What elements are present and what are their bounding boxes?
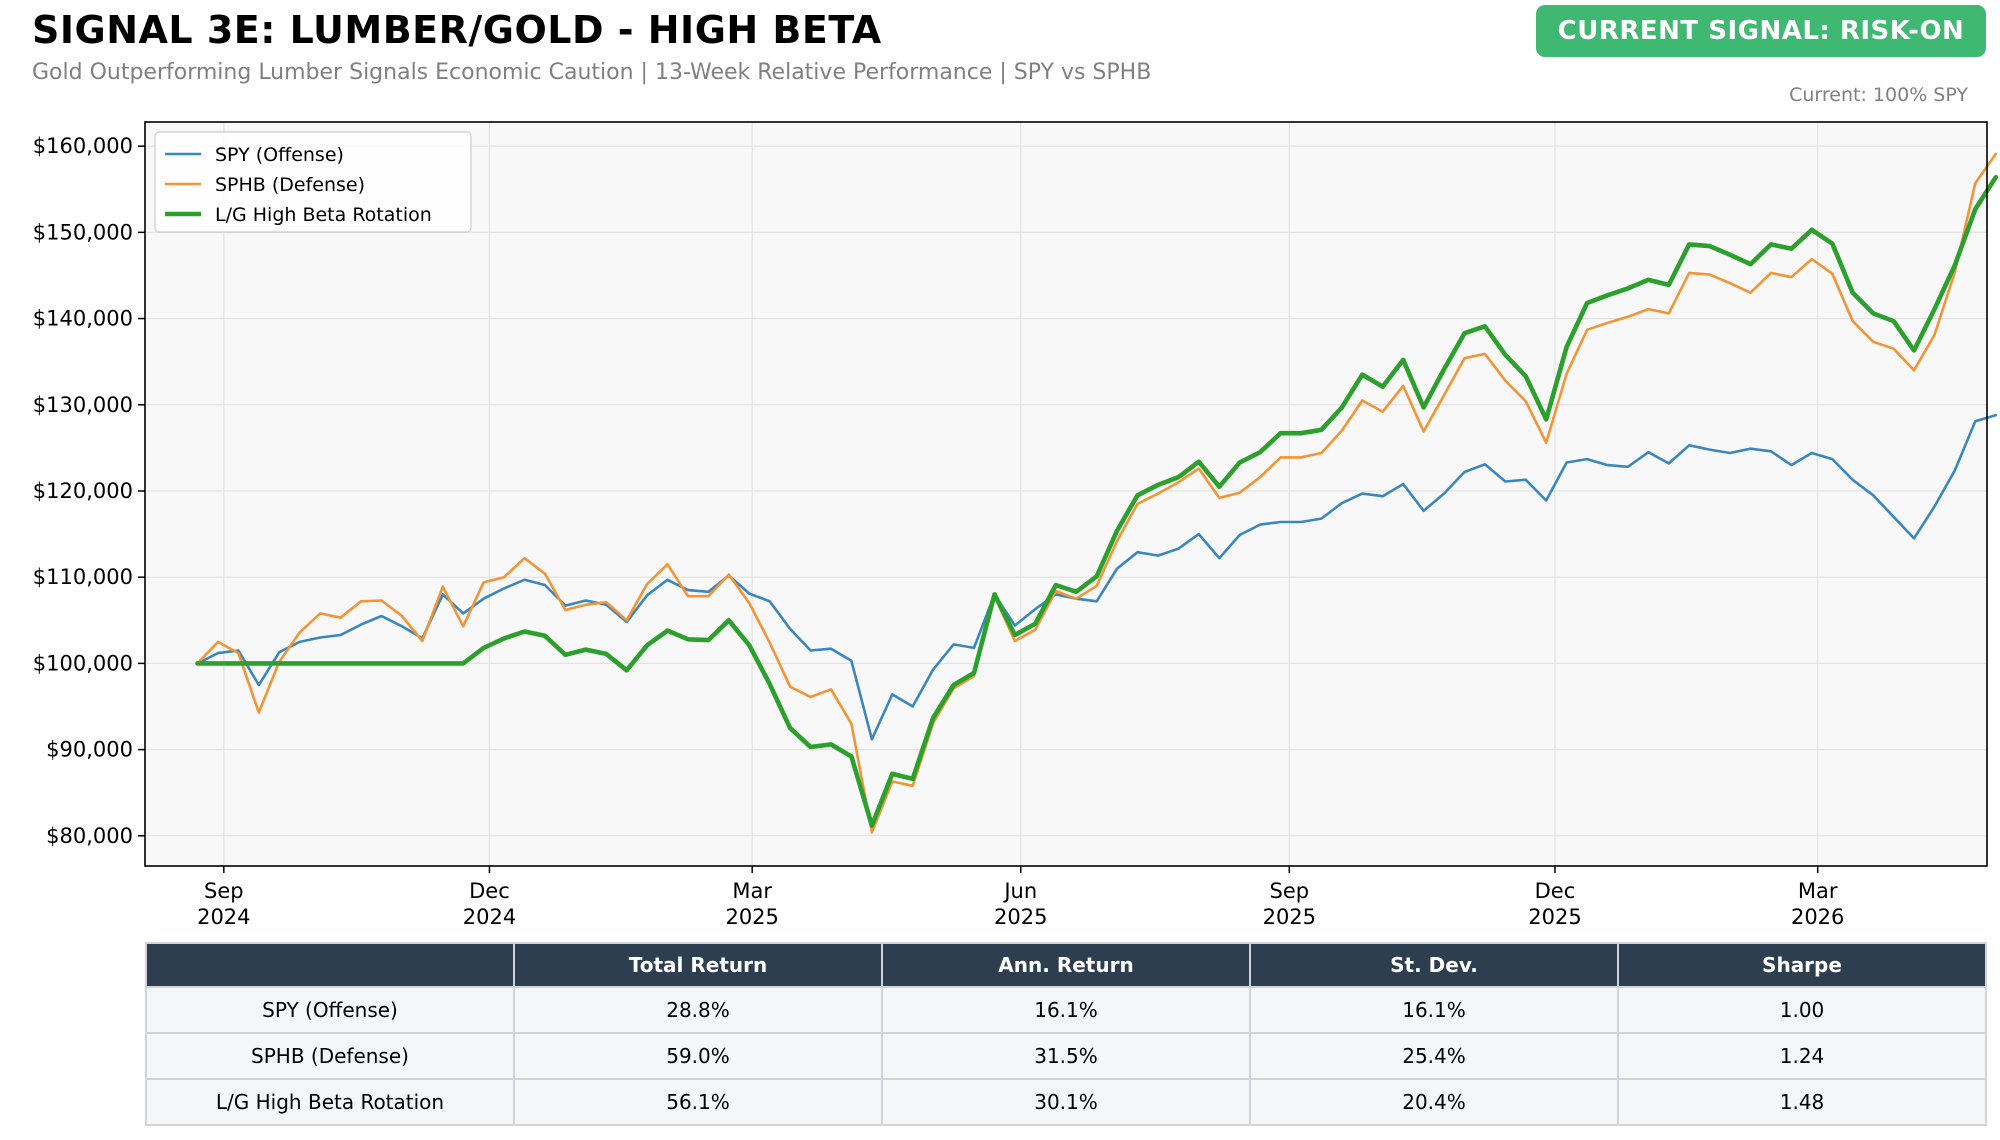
- legend-label: SPHB (Defense): [215, 174, 365, 196]
- stats-cell: 30.1%: [881, 1078, 1251, 1126]
- x-tick-label: 2024: [463, 905, 516, 929]
- x-tick-label: 2026: [1791, 905, 1844, 929]
- current-allocation: Current: 100% SPY: [1789, 84, 1968, 106]
- y-tick-label: $130,000: [33, 393, 133, 417]
- y-tick-label: $140,000: [33, 307, 133, 331]
- stats-cell: 1.00: [1617, 986, 1987, 1034]
- y-tick-label: $120,000: [33, 479, 133, 503]
- y-tick-label: $150,000: [33, 220, 133, 244]
- stats-cell: 20.4%: [1249, 1078, 1619, 1126]
- y-tick-label: $90,000: [46, 738, 133, 762]
- legend: SPY (Offense) SPHB (Defense) L/G High Beta…: [154, 131, 472, 233]
- x-tick-label: Dec: [469, 879, 510, 903]
- legend-label: SPY (Offense): [215, 144, 344, 166]
- stats-table: Total Return Ann. Return St. Dev. Sharpe SP…: [145, 942, 1987, 1126]
- x-tick-label: 2025: [725, 905, 778, 929]
- legend-box: [154, 131, 472, 233]
- stats-header-cell: [145, 942, 515, 988]
- stats-cell: 28.8%: [513, 986, 883, 1034]
- stats-cell: 25.4%: [1249, 1032, 1619, 1080]
- plot-frame: [144, 121, 1988, 867]
- stats-row: L/G High Beta Rotation 56.1% 30.1% 20.4% 1.4…: [145, 1078, 1987, 1126]
- y-tick-label: $100,000: [33, 651, 133, 675]
- x-tick-label: Sep: [1270, 879, 1310, 903]
- x-tick-label: 2024: [197, 905, 250, 929]
- x-tick-label: Jun: [1002, 879, 1037, 903]
- x-tick-label: Mar: [732, 879, 772, 903]
- y-tick-label: $80,000: [46, 824, 133, 848]
- x-tick-label: Mar: [1798, 879, 1838, 903]
- page-subtitle: Gold Outperforming Lumber Signals Econom…: [32, 60, 1152, 85]
- signal-badge: CURRENT SIGNAL: RISK-ON: [1536, 5, 1986, 57]
- stats-header-cell: St. Dev.: [1249, 942, 1619, 988]
- x-tick-label: 2025: [1528, 905, 1581, 929]
- stats-cell: L/G High Beta Rotation: [145, 1078, 515, 1126]
- series-line: [196, 152, 1998, 834]
- stats-row: SPY (Offense) 28.8% 16.1% 16.1% 1.00: [145, 986, 1987, 1034]
- x-tick-label: 2025: [1263, 905, 1316, 929]
- stats-cell: 59.0%: [513, 1032, 883, 1080]
- y-tick-label: $160,000: [33, 134, 133, 158]
- stats-cell: 16.1%: [881, 986, 1251, 1034]
- stats-header-cell: Sharpe: [1617, 942, 1987, 988]
- stats-header-cell: Ann. Return: [881, 942, 1251, 988]
- performance-chart: $80,000 $90,000 $100,000 $110,000 $120,000 $1…: [33, 121, 1999, 929]
- stats-cell: SPY (Offense): [145, 986, 515, 1034]
- page-title: SIGNAL 3E: LUMBER/GOLD - HIGH BETA: [32, 8, 882, 52]
- stats-cell: 56.1%: [513, 1078, 883, 1126]
- stats-row: SPHB (Defense) 59.0% 31.5% 25.4% 1.24: [145, 1032, 1987, 1080]
- stats-cell: 16.1%: [1249, 986, 1619, 1034]
- legend-label: L/G High Beta Rotation: [215, 204, 432, 226]
- series-line: [195, 174, 1999, 828]
- stats-cell: SPHB (Defense): [145, 1032, 515, 1080]
- series-line: [196, 413, 1998, 741]
- plot-area: [145, 122, 1987, 866]
- stats-cell: 31.5%: [881, 1032, 1251, 1080]
- stats-cell: 1.24: [1617, 1032, 1987, 1080]
- stats-header-row: Total Return Ann. Return St. Dev. Sharpe: [145, 942, 1987, 988]
- x-tick-label: 2025: [994, 905, 1047, 929]
- y-tick-label: $110,000: [33, 565, 133, 589]
- x-tick-label: Dec: [1535, 879, 1576, 903]
- stats-header-cell: Total Return: [513, 942, 883, 988]
- x-tick-label: Sep: [204, 879, 244, 903]
- stats-cell: 1.48: [1617, 1078, 1987, 1126]
